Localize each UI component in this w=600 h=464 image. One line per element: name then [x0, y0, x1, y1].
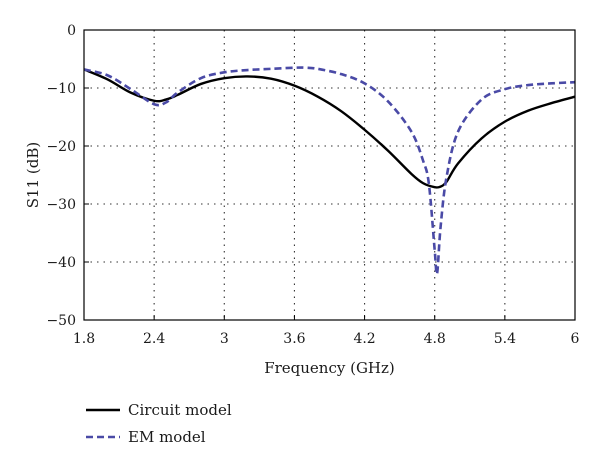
grid-lines [84, 30, 575, 320]
x-tick-label: 3.6 [283, 331, 305, 347]
y-tick-label: 0 [67, 23, 76, 39]
legend-label: EM model [128, 428, 206, 446]
legend-label: Circuit model [128, 401, 232, 419]
circuit-model-line [83, 68, 576, 189]
x-tick-label: 5.4 [494, 331, 516, 347]
y-tick-label: −10 [46, 81, 76, 97]
y-tick-label: −50 [46, 313, 76, 329]
y-tick-label: −20 [46, 139, 76, 155]
x-axis-label: Frequency (GHz) [264, 359, 395, 377]
x-tick-label: 4.2 [353, 331, 375, 347]
axis-ticks: 1.8 2.4 3 3.6 4.2 4.8 5.4 6 0 −10 −20 −30 −40 −50 [46, 23, 579, 347]
x-tick-label: 6 [571, 331, 580, 347]
legend: Circuit model EM model [86, 401, 232, 446]
y-axis-label: S11 (dB) [24, 142, 42, 208]
x-tick-label: 1.8 [73, 331, 95, 347]
series-lines [83, 66, 576, 276]
x-tick-label: 2.4 [143, 331, 165, 347]
em-model-line [83, 66, 576, 276]
y-tick-label: −40 [46, 255, 76, 271]
x-tick-label: 3 [220, 331, 229, 347]
y-tick-label: −30 [46, 197, 76, 213]
x-tick-label: 4.8 [424, 331, 446, 347]
plot-frame [83, 29, 576, 321]
